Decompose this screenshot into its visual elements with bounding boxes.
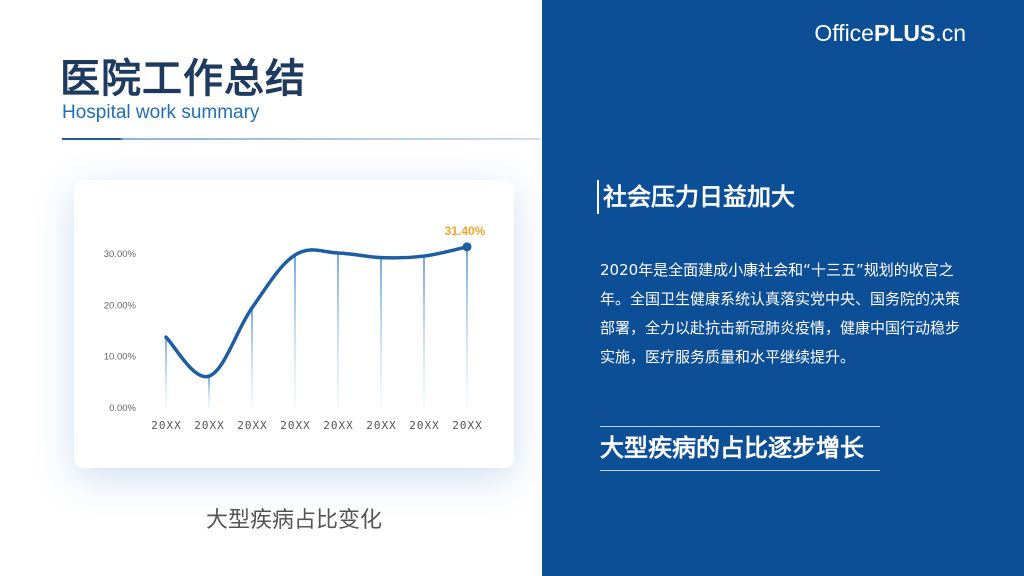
x-tick-label: 20XX — [151, 419, 182, 432]
heading-rule-bottom — [600, 470, 880, 471]
heading-rule-top — [600, 426, 880, 427]
value-drop-line — [208, 376, 210, 408]
x-tick-label: 20XX — [280, 419, 311, 432]
value-drop-line — [337, 252, 339, 408]
chart-card: 0.00% 10.00% 20.00% 30.00% 31.40% 20XX 20XX 20X… — [74, 180, 514, 468]
series-line — [164, 245, 469, 379]
panel-heading-growth: 大型疾病的占比逐步增长 — [600, 433, 864, 462]
value-drop-line — [165, 337, 167, 408]
x-tick-label: 20XX — [452, 419, 483, 432]
x-tick-label: 20XX — [409, 419, 440, 432]
chart-caption: 大型疾病占比变化 — [205, 508, 382, 533]
page-subtitle: Hospital work summary — [62, 102, 260, 123]
brand-prefix: Office — [814, 20, 874, 46]
highlight-data-label: 31.40% — [445, 224, 486, 238]
title-divider — [62, 138, 540, 140]
value-drop-line — [251, 307, 253, 408]
x-tick-label: 20XX — [237, 419, 268, 432]
brand-logo: OfficePLUS.cn — [814, 20, 966, 47]
line-chart: 0.00% 10.00% 20.00% 30.00% 31.40% 20XX 20XX 20X… — [104, 224, 486, 432]
y-tick-label: 20.00% — [104, 300, 137, 311]
x-tick-label: 20XX — [366, 419, 397, 432]
y-tick-label: 0.00% — [109, 403, 136, 414]
x-tick-label: 20XX — [323, 419, 354, 432]
y-tick-label: 10.00% — [104, 352, 137, 363]
highlight-point — [462, 242, 472, 252]
y-tick-label: 30.00% — [104, 249, 137, 260]
page-title: 医院工作总结 — [60, 55, 306, 102]
brand-bold: PLUS — [873, 20, 936, 46]
x-tick-label: 20XX — [194, 419, 225, 432]
panel-heading-pressure: 社会压力日益加大 — [597, 180, 795, 214]
value-drop-line — [423, 256, 425, 408]
value-drop-line — [380, 257, 382, 408]
right-panel — [542, 0, 1024, 576]
brand-suffix: .cn — [935, 20, 966, 46]
value-drop-line — [466, 246, 468, 408]
value-drop-line — [294, 255, 296, 408]
panel-body-text: 2020年是全面建成小康社会和“十三五”规划的收官之年。全国卫生健康系统认真落实… — [600, 261, 961, 366]
